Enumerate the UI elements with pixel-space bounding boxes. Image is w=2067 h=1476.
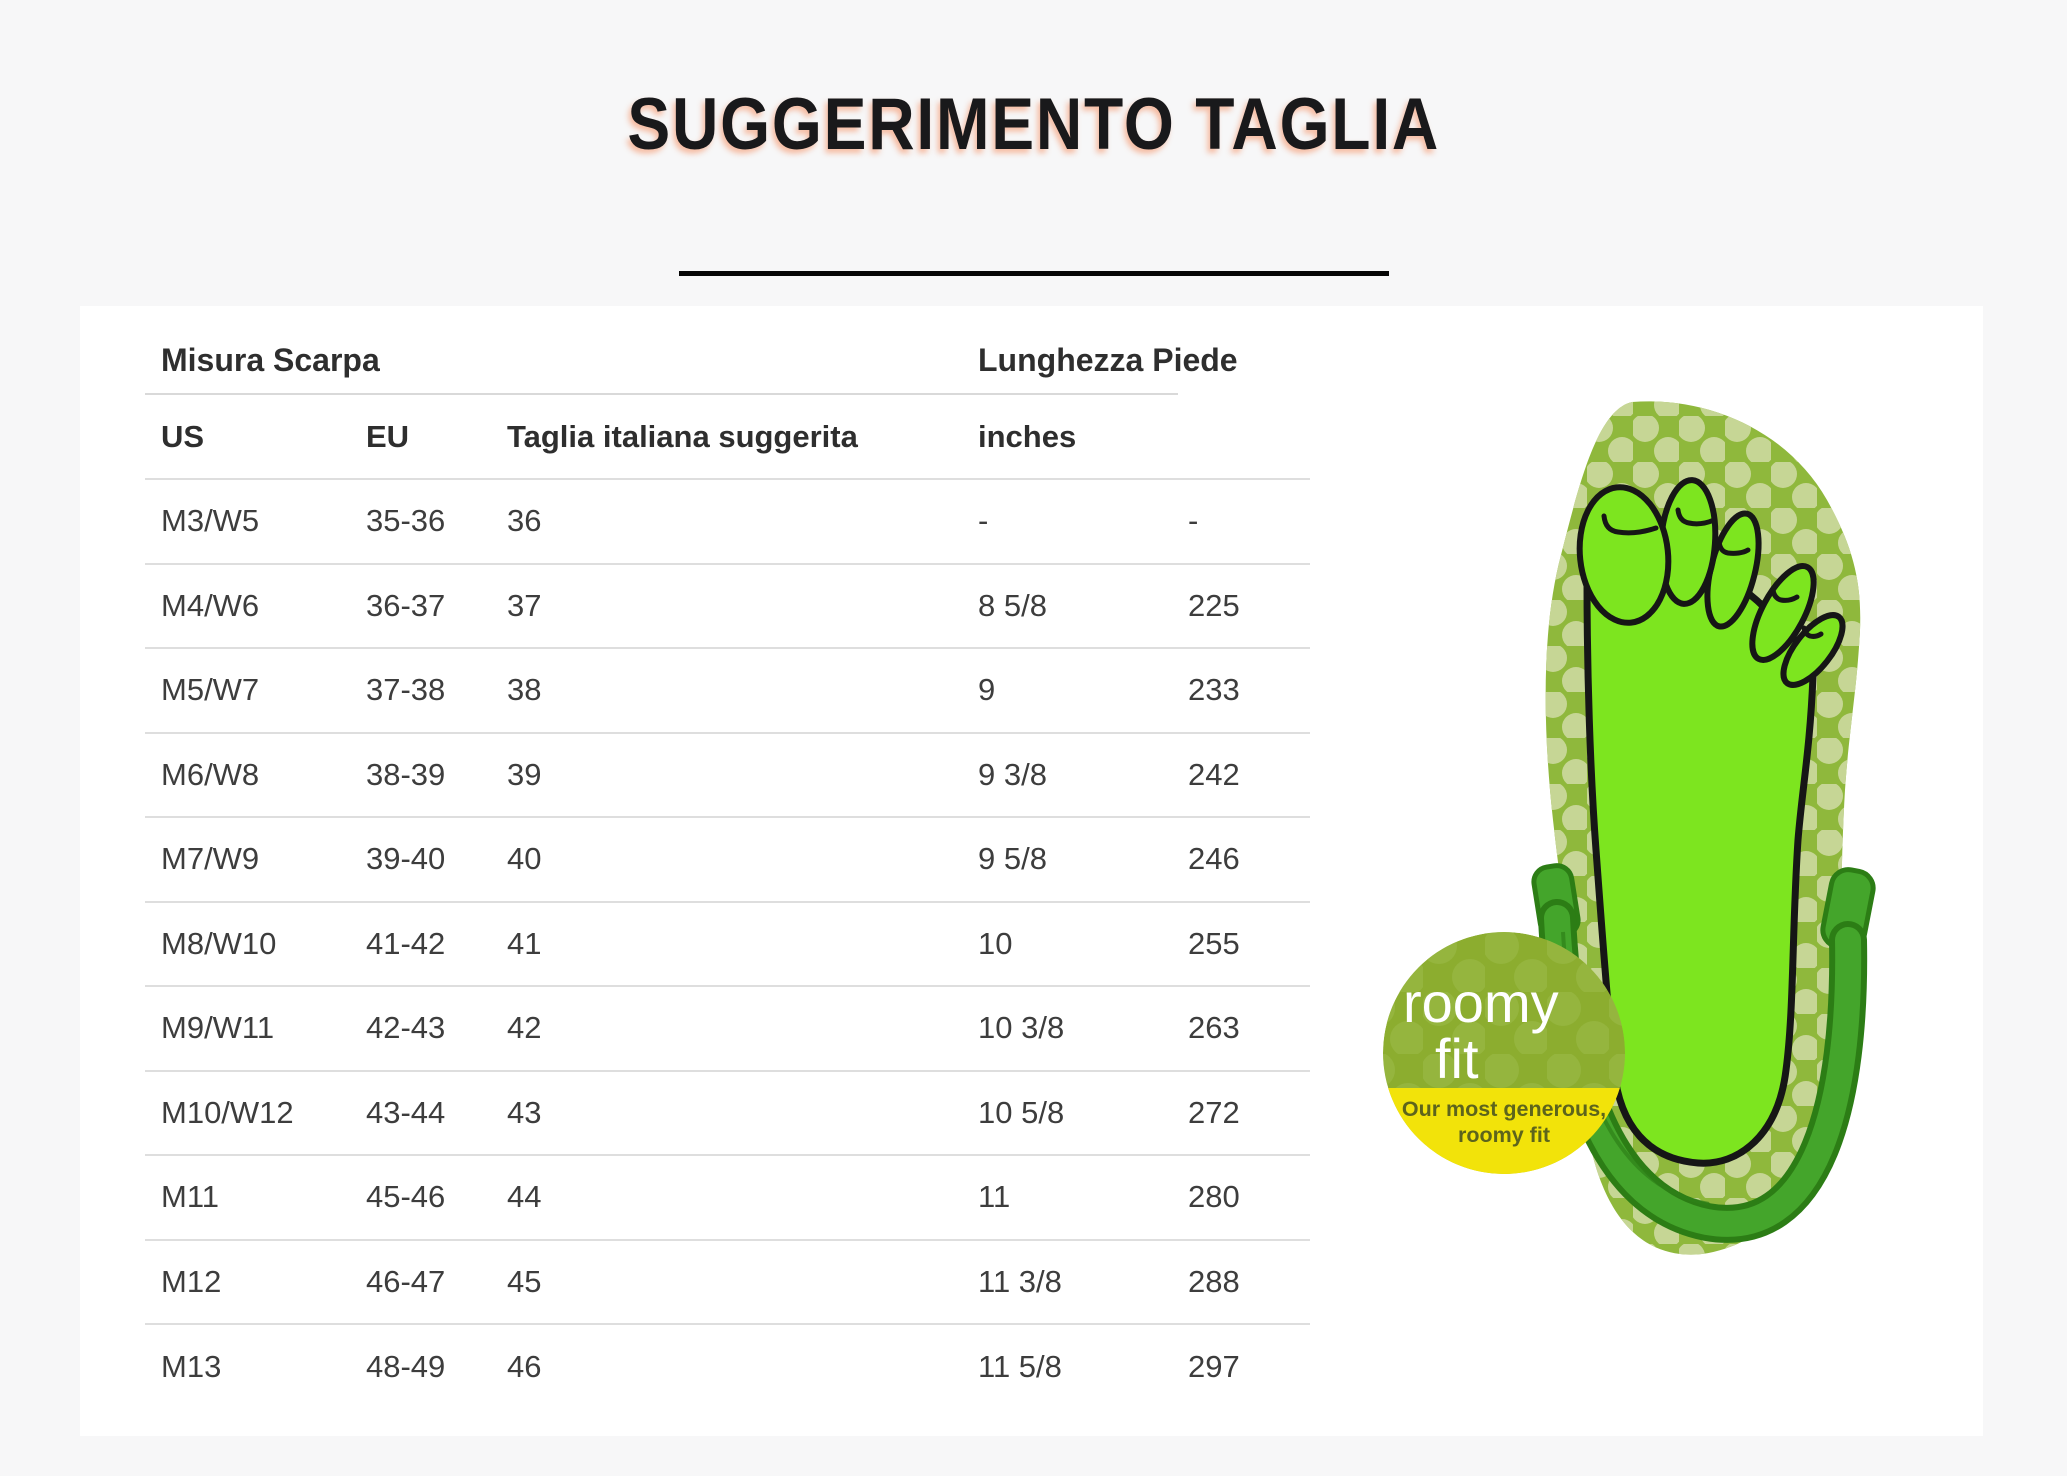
table-cell: 48-49 — [366, 1349, 446, 1385]
table-body: M3/W5 35-36 36 - - M4/W6 36-37 37 8 5/8 225 M5/W7 3… — [145, 480, 1310, 1410]
table-cell: 242 — [1188, 756, 1240, 792]
table-cell: 297 — [1188, 1349, 1240, 1385]
table-cell: M8/W10 — [161, 925, 277, 961]
table-cell: 37-38 — [366, 672, 446, 708]
group-header-shoe-size: Misura Scarpa — [161, 342, 380, 378]
table-cell: 46-47 — [366, 1263, 446, 1299]
table-row: M11 45-46 44 11 280 — [145, 1156, 1310, 1241]
badge-title-line2: fit — [1435, 1027, 1479, 1090]
table-cell: 35-36 — [366, 503, 446, 539]
table-cell: 41 — [507, 925, 542, 961]
group-header-foot-length: Lunghezza Piede — [978, 342, 1238, 378]
table-row: M3/W5 35-36 36 - - — [145, 480, 1310, 565]
roomy-fit-foot-illustration: roomy fit Our most generous, roomy fit — [1383, 401, 1876, 1255]
table-cell: 43 — [507, 1094, 542, 1130]
table-cell: - — [1188, 503, 1199, 539]
group-header-row: Misura Scarpa Lunghezza Piede — [145, 306, 1310, 395]
column-header: US — [161, 418, 205, 454]
table-cell: 38-39 — [366, 756, 446, 792]
badge-title-line1: roomy — [1403, 971, 1559, 1034]
table-row: M4/W6 36-37 37 8 5/8 225 — [145, 565, 1310, 649]
table-cell: 10 3/8 — [978, 1010, 1065, 1046]
table-cell: 38 — [507, 672, 542, 708]
page-title: SUGGERIMENTO TAGLIA — [627, 84, 1440, 165]
table-cell: 36-37 — [366, 587, 446, 623]
table-cell: 233 — [1188, 672, 1240, 708]
toenail-marks — [1601, 507, 1824, 639]
column-header: EU — [366, 418, 410, 454]
table-cell: 36 — [507, 503, 542, 539]
table-cell: M10/W12 — [161, 1094, 294, 1130]
table-cell: M3/W5 — [161, 503, 260, 539]
table-cell: 288 — [1188, 1263, 1240, 1299]
table-row: M6/W8 38-39 39 9 3/8 242 — [145, 734, 1310, 818]
table-cell: 39-40 — [366, 841, 446, 877]
column-header: Taglia italiana suggerita — [507, 418, 858, 454]
table-cell: 39 — [507, 756, 542, 792]
table-cell: 9 5/8 — [978, 841, 1047, 877]
table-cell: M7/W9 — [161, 841, 260, 877]
table-cell: M13 — [161, 1349, 222, 1385]
title-divider — [679, 271, 1389, 276]
table-cell: 37 — [507, 587, 542, 623]
table-row: M10/W12 43-44 43 10 5/8 272 — [145, 1072, 1310, 1156]
table-cell: 40 — [507, 841, 542, 877]
table-cell: 9 — [978, 672, 996, 708]
table-cell: 42-43 — [366, 1010, 446, 1046]
foot-icon — [1576, 477, 1846, 1167]
badge-subtitle-line1: Our most generous, — [1402, 1097, 1606, 1121]
table-cell: M4/W6 — [161, 587, 260, 623]
table-cell: M12 — [161, 1263, 222, 1299]
table-cell: 255 — [1188, 925, 1240, 961]
table-cell: 11 3/8 — [978, 1263, 1062, 1299]
table-cell: 44 — [507, 1179, 542, 1215]
table-cell: 45-46 — [366, 1179, 446, 1215]
table-row: M9/W11 42-43 42 10 3/8 263 — [145, 987, 1310, 1072]
table-cell: 246 — [1188, 841, 1240, 877]
column-header-row: US EU Taglia italiana suggerita inches — [145, 395, 1310, 480]
table-cell: 11 5/8 — [978, 1349, 1062, 1385]
table-cell: 10 5/8 — [978, 1094, 1065, 1130]
table-cell: 11 — [978, 1179, 1011, 1215]
table-cell: 41-42 — [366, 925, 446, 961]
table-cell: M11 — [161, 1179, 220, 1215]
table-row: M13 48-49 46 11 5/8 297 — [145, 1325, 1310, 1410]
table-cell: 272 — [1188, 1094, 1240, 1130]
table-row: M12 46-47 45 11 3/8 288 — [145, 1241, 1310, 1325]
table-cell: 225 — [1188, 587, 1240, 623]
table-cell: 263 — [1188, 1010, 1240, 1046]
table-cell: 46 — [507, 1349, 542, 1385]
badge-subtitle-line2: roomy fit — [1458, 1123, 1550, 1147]
table-cell: - — [978, 503, 989, 539]
table-cell: M6/W8 — [161, 756, 260, 792]
group-header-underline — [145, 393, 1178, 395]
table-cell: 8 5/8 — [978, 587, 1047, 623]
table-cell: 280 — [1188, 1179, 1240, 1215]
table-cell: M5/W7 — [161, 672, 260, 708]
column-header: inches — [978, 418, 1077, 454]
table-cell: 10 — [978, 925, 1013, 961]
size-chart-table: Misura Scarpa Lunghezza Piede US EU Taglia… — [145, 306, 1310, 1410]
table-row: M7/W9 39-40 40 9 5/8 246 — [145, 818, 1310, 903]
table-row: M8/W10 41-42 41 10 255 — [145, 903, 1310, 987]
table-cell: 42 — [507, 1010, 542, 1046]
table-cell: M9/W11 — [161, 1010, 275, 1046]
table-cell: 43-44 — [366, 1094, 446, 1130]
table-row: M5/W7 37-38 38 9 233 — [145, 649, 1310, 734]
page-title-wrap: SUGGERIMENTO TAGLIA — [0, 88, 2067, 161]
table-cell: 45 — [507, 1263, 542, 1299]
table-cell: 9 3/8 — [978, 756, 1047, 792]
